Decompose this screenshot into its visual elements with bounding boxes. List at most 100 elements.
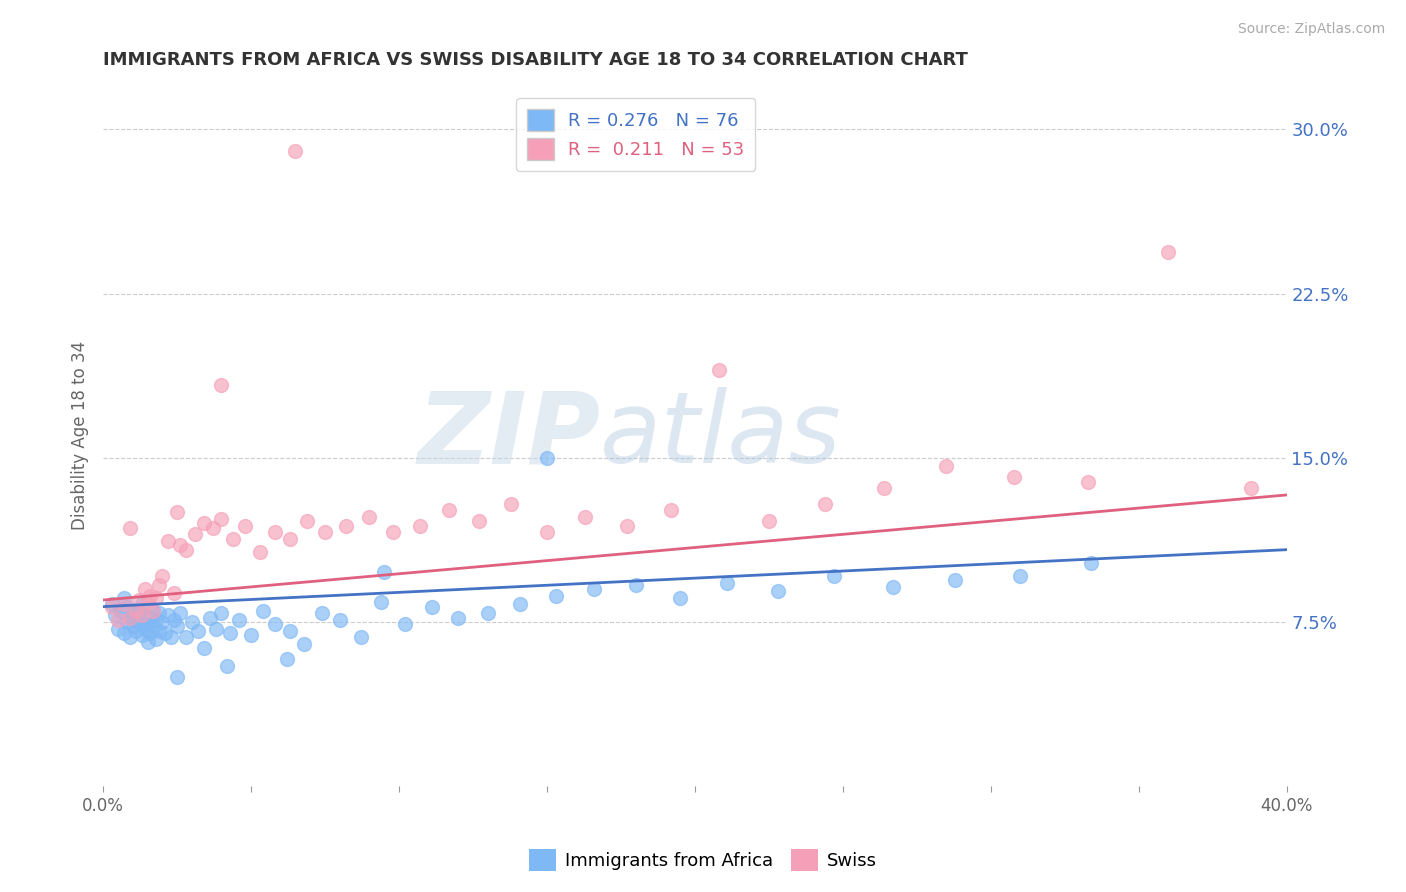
Point: [583, 582, 606, 596]
Point: [935, 459, 957, 474]
Text: atlas: atlas: [600, 387, 842, 484]
Point: [211, 378, 233, 392]
Point: [716, 575, 738, 590]
Point: [707, 363, 730, 377]
Point: [204, 622, 226, 636]
Point: [124, 613, 146, 627]
Point: [263, 525, 285, 540]
Point: [124, 604, 146, 618]
Point: [252, 604, 274, 618]
Point: [624, 578, 647, 592]
Point: [121, 606, 143, 620]
Text: IMMIGRANTS FROM AFRICA VS SWISS DISABILITY AGE 18 TO 34 CORRELATION CHART: IMMIGRANTS FROM AFRICA VS SWISS DISABILI…: [103, 51, 967, 69]
Point: [193, 641, 215, 656]
Point: [134, 622, 156, 636]
Point: [193, 516, 215, 531]
Point: [169, 538, 191, 552]
Point: [284, 145, 307, 159]
Point: [128, 604, 150, 618]
Point: [329, 613, 352, 627]
Point: [136, 617, 159, 632]
Point: [882, 580, 904, 594]
Point: [292, 637, 315, 651]
Point: [211, 512, 233, 526]
Point: [145, 613, 167, 627]
Point: [382, 525, 405, 540]
Point: [659, 503, 682, 517]
Point: [118, 610, 141, 624]
Point: [349, 630, 371, 644]
Point: [112, 598, 135, 612]
Point: [142, 604, 165, 618]
Point: [574, 509, 596, 524]
Point: [616, 518, 638, 533]
Text: ZIP: ZIP: [418, 387, 600, 484]
Point: [163, 586, 186, 600]
Point: [1240, 482, 1263, 496]
Point: [439, 503, 461, 517]
Point: [544, 589, 567, 603]
Point: [233, 518, 256, 533]
Point: [873, 482, 896, 496]
Point: [131, 628, 153, 642]
Point: [174, 542, 197, 557]
Point: [104, 608, 127, 623]
Point: [136, 634, 159, 648]
Point: [148, 606, 170, 620]
Point: [501, 497, 523, 511]
Point: [139, 589, 162, 603]
Point: [128, 593, 150, 607]
Point: [112, 591, 135, 605]
Point: [1077, 475, 1099, 489]
Point: [278, 624, 301, 638]
Point: [477, 606, 499, 620]
Point: [142, 619, 165, 633]
Point: [184, 527, 207, 541]
Point: [128, 617, 150, 632]
Point: [157, 533, 180, 548]
Legend: R = 0.276   N = 76, R =  0.211   N = 53: R = 0.276 N = 76, R = 0.211 N = 53: [516, 98, 755, 171]
Point: [150, 569, 173, 583]
Point: [536, 525, 558, 540]
Point: [155, 626, 177, 640]
Point: [157, 608, 180, 623]
Point: [240, 628, 263, 642]
Point: [409, 518, 432, 533]
Point: [150, 615, 173, 629]
Point: [112, 626, 135, 640]
Point: [943, 574, 966, 588]
Point: [142, 604, 165, 618]
Point: [228, 613, 250, 627]
Point: [201, 521, 224, 535]
Point: [121, 619, 143, 633]
Point: [174, 630, 197, 644]
Point: [536, 450, 558, 465]
Point: [139, 610, 162, 624]
Point: [217, 658, 239, 673]
Point: [115, 615, 138, 629]
Point: [373, 565, 395, 579]
Point: [107, 622, 129, 636]
Point: [758, 514, 780, 528]
Point: [823, 569, 845, 583]
Point: [314, 525, 336, 540]
Point: [145, 591, 167, 605]
Point: [166, 506, 188, 520]
Point: [276, 652, 298, 666]
Point: [311, 606, 333, 620]
Point: [814, 497, 837, 511]
Point: [420, 599, 443, 614]
Point: [335, 518, 357, 533]
Point: [131, 608, 153, 623]
Point: [118, 630, 141, 644]
Point: [297, 514, 319, 528]
Point: [124, 624, 146, 638]
Point: [166, 619, 188, 633]
Y-axis label: Disability Age 18 to 34: Disability Age 18 to 34: [72, 342, 89, 531]
Point: [278, 532, 301, 546]
Point: [1002, 470, 1025, 484]
Point: [101, 599, 124, 614]
Point: [263, 617, 285, 632]
Point: [1157, 244, 1180, 259]
Point: [222, 532, 245, 546]
